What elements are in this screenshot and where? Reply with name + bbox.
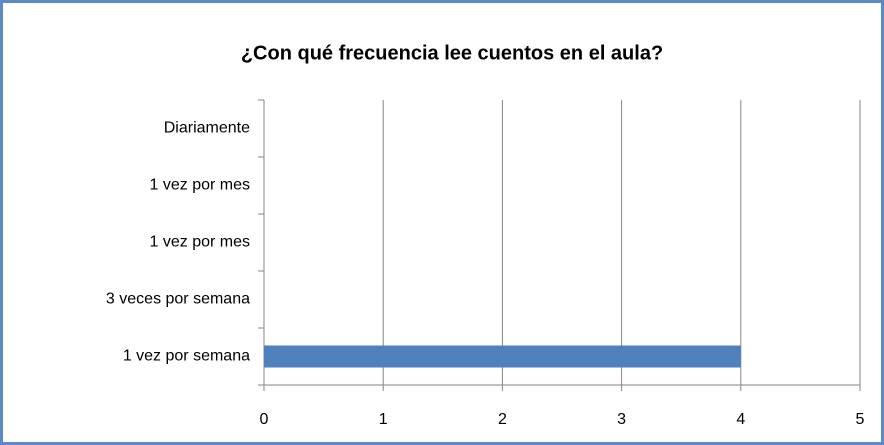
y-tick-label: 3 veces por semana bbox=[106, 291, 250, 308]
y-tick-label: Diariamente bbox=[164, 120, 250, 137]
x-tick-label: 1 bbox=[379, 411, 388, 428]
bar bbox=[264, 345, 741, 368]
y-tick-label: 1 vez por mes bbox=[150, 234, 250, 251]
x-tick-label: 5 bbox=[856, 411, 865, 428]
chart-title: ¿Con qué frecuencia lee cuentos en el au… bbox=[241, 42, 663, 64]
x-tick-label: 0 bbox=[260, 411, 269, 428]
x-tick-label: 3 bbox=[617, 411, 626, 428]
y-tick-label: 1 vez por semana bbox=[123, 348, 250, 365]
x-tick-label: 2 bbox=[498, 411, 507, 428]
x-tick-label: 4 bbox=[736, 411, 745, 428]
y-tick-label: 1 vez por mes bbox=[150, 177, 250, 194]
